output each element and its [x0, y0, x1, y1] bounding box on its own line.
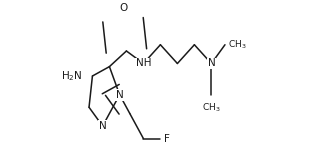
Text: CH$_3$: CH$_3$: [202, 101, 221, 113]
Text: H$_2$N: H$_2$N: [62, 69, 83, 83]
Text: O: O: [119, 3, 127, 13]
Text: N: N: [99, 121, 106, 131]
Text: F: F: [164, 134, 169, 144]
Text: N: N: [208, 58, 215, 69]
Text: NH: NH: [136, 58, 151, 69]
Text: N: N: [116, 90, 123, 100]
Text: CH$_3$: CH$_3$: [228, 39, 247, 51]
